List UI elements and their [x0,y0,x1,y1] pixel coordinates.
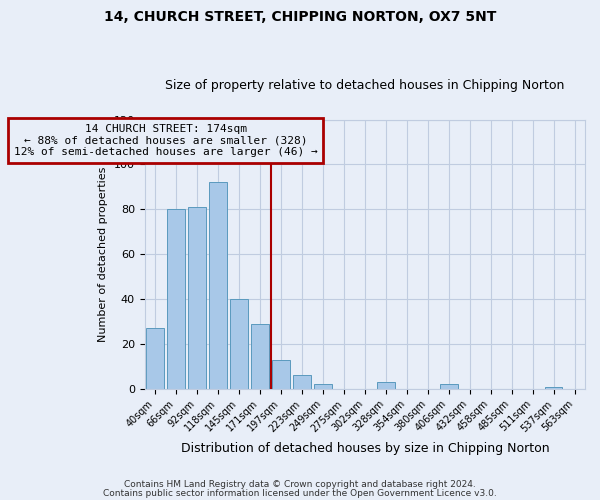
Y-axis label: Number of detached properties: Number of detached properties [98,166,109,342]
Bar [440,384,458,389]
Text: Contains public sector information licensed under the Open Government Licence v3: Contains public sector information licen… [103,488,497,498]
Bar [377,382,395,389]
Title: Size of property relative to detached houses in Chipping Norton: Size of property relative to detached ho… [165,79,565,92]
Bar [188,207,206,389]
Text: 14 CHURCH STREET: 174sqm
← 88% of detached houses are smaller (328)
12% of semi-: 14 CHURCH STREET: 174sqm ← 88% of detach… [14,124,317,157]
Text: 14, CHURCH STREET, CHIPPING NORTON, OX7 5NT: 14, CHURCH STREET, CHIPPING NORTON, OX7 … [104,10,496,24]
Bar [314,384,332,389]
Bar [272,360,290,389]
X-axis label: Distribution of detached houses by size in Chipping Norton: Distribution of detached houses by size … [181,442,549,455]
Bar [209,182,227,389]
Bar [146,328,164,389]
Bar [545,386,562,389]
Bar [251,324,269,389]
Text: Contains HM Land Registry data © Crown copyright and database right 2024.: Contains HM Land Registry data © Crown c… [124,480,476,489]
Bar [293,376,311,389]
Bar [230,299,248,389]
Bar [167,210,185,389]
